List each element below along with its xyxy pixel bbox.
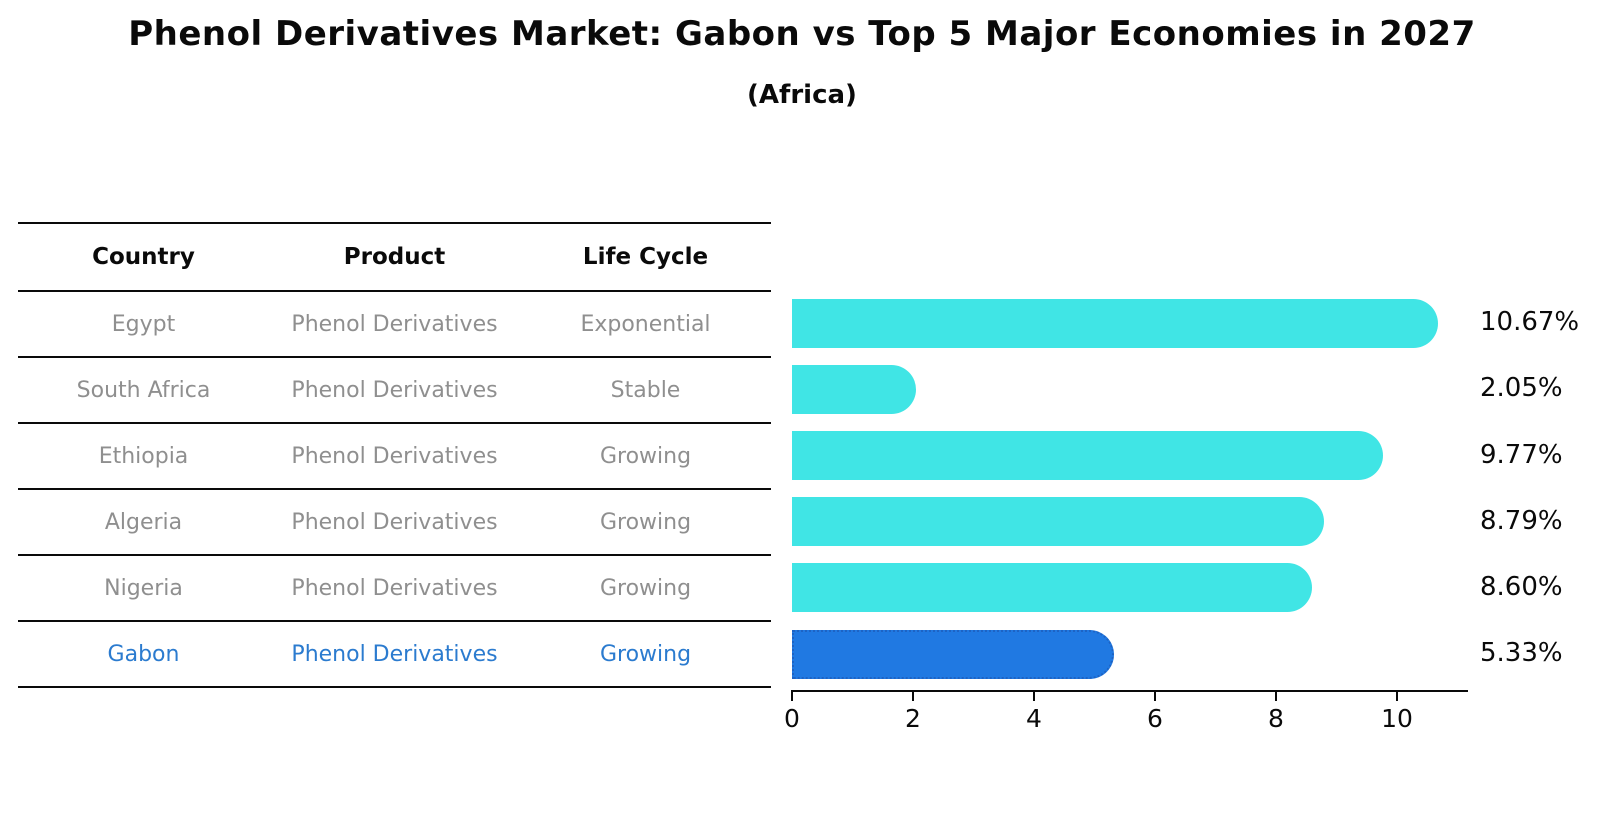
- country-cell: Gabon: [107, 641, 180, 667]
- product-cell: Phenol Derivatives: [291, 377, 498, 403]
- table-row-nigeria: Nigeria Phenol Derivatives Growing: [18, 556, 771, 622]
- bar-nigeria: [792, 563, 1313, 613]
- column-header-life-cycle: Life Cycle: [582, 244, 709, 270]
- country-cell: Egypt: [111, 311, 176, 337]
- lifecycle-cell: Growing: [599, 641, 692, 667]
- x-axis-tick-label: 8: [1268, 704, 1284, 733]
- x-axis-tick: [1154, 690, 1156, 701]
- x-axis-tick: [1275, 690, 1277, 701]
- product-cell: Phenol Derivatives: [291, 509, 498, 535]
- bar-south-africa: [792, 364, 917, 414]
- x-axis-tick: [912, 690, 914, 701]
- x-axis-tick: [791, 690, 793, 701]
- value-label: 5.33%: [1480, 638, 1563, 669]
- x-axis-tick: [1396, 690, 1398, 701]
- lifecycle-cell: Growing: [599, 509, 692, 535]
- product-cell: Phenol Derivatives: [291, 443, 498, 469]
- chart-title: Phenol Derivatives Market: Gabon vs Top …: [128, 14, 1476, 54]
- country-cell: Ethiopia: [98, 443, 189, 469]
- column-header-country: Country: [92, 244, 195, 270]
- table-header-row: Country Product Life Cycle: [18, 222, 771, 292]
- product-cell: Phenol Derivatives: [291, 311, 498, 337]
- x-axis: [792, 690, 1468, 692]
- lifecycle-cell: Exponential: [580, 311, 711, 337]
- table-row-ethiopia: Ethiopia Phenol Derivatives Growing: [18, 424, 771, 490]
- column-header-product: Product: [343, 244, 446, 270]
- bar-gabon: [792, 629, 1115, 679]
- lifecycle-cell: Stable: [610, 377, 681, 403]
- country-cell: Algeria: [104, 509, 183, 535]
- x-axis-tick-label: 0: [784, 704, 800, 733]
- x-axis-tick-label: 10: [1381, 704, 1413, 733]
- table-body: Egypt Phenol Derivatives Exponential South …: [18, 292, 771, 688]
- value-label: 10.67%: [1480, 307, 1580, 338]
- comparison-table: Country Product Life Cycle Egypt Phenol Der…: [18, 222, 771, 688]
- x-axis-tick-label: 6: [1147, 704, 1163, 733]
- value-label: 9.77%: [1480, 439, 1563, 470]
- x-axis-tick: [1033, 690, 1035, 701]
- product-cell: Phenol Derivatives: [291, 641, 498, 667]
- table-row-gabon: Gabon Phenol Derivatives Growing: [18, 622, 771, 688]
- value-label: 8.79%: [1480, 505, 1563, 536]
- value-label: 8.60%: [1480, 571, 1563, 602]
- bar-algeria: [792, 497, 1324, 547]
- bar-ethiopia: [792, 431, 1384, 480]
- value-label: 2.05%: [1480, 373, 1563, 404]
- chart-subtitle: (Africa): [747, 80, 857, 110]
- table-row-south-africa: South Africa Phenol Derivatives Stable: [18, 358, 771, 424]
- country-cell: Nigeria: [104, 575, 183, 601]
- x-axis-tick-label: 2: [905, 704, 921, 733]
- product-cell: Phenol Derivatives: [291, 575, 498, 601]
- table-row-algeria: Algeria Phenol Derivatives Growing: [18, 490, 771, 556]
- table-row-egypt: Egypt Phenol Derivatives Exponential: [18, 292, 771, 358]
- country-cell: South Africa: [76, 377, 211, 403]
- bar-egypt: [792, 298, 1438, 348]
- x-axis-tick-label: 4: [1026, 704, 1042, 733]
- lifecycle-cell: Growing: [599, 575, 692, 601]
- lifecycle-cell: Growing: [599, 443, 692, 469]
